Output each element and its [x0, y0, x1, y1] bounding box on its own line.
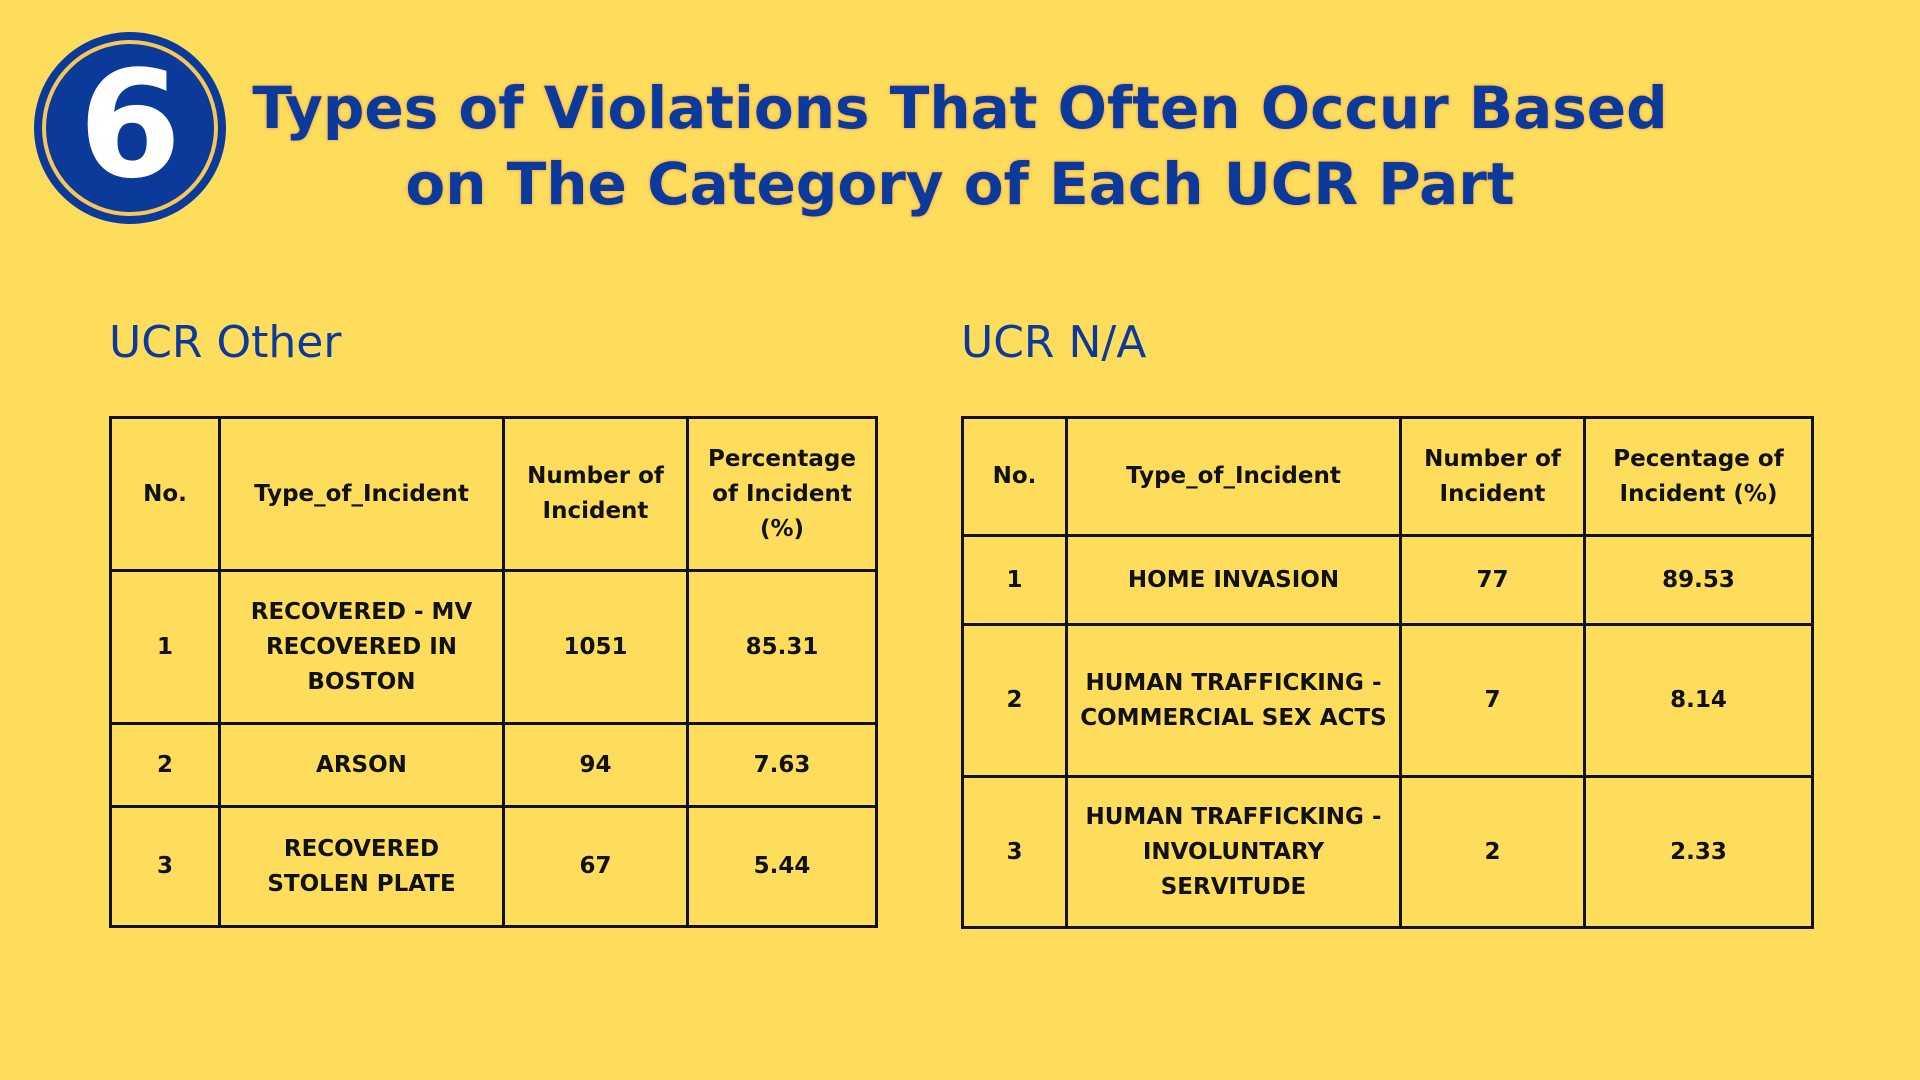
column-header-no: No.: [109, 416, 221, 572]
cell-percent: 7.63: [686, 722, 878, 808]
table-row: 3 HUMAN TRAFFICKING - INVOLUNTARY SERVIT…: [961, 775, 1814, 929]
column-header-count: Number of Incident: [502, 416, 689, 572]
cell-no: 1: [961, 534, 1068, 626]
column-header-type: Type_of_Incident: [1065, 416, 1402, 537]
cell-percent: 89.53: [1583, 534, 1814, 626]
column-header-count: Number of Incident: [1399, 416, 1586, 537]
cell-type: HUMAN TRAFFICKING - COMMERCIAL SEX ACTS: [1065, 623, 1402, 778]
step-number-badge: 6: [34, 32, 226, 224]
cell-no: 3: [961, 775, 1068, 929]
page-title: Types of Violations That Often Occur Bas…: [240, 70, 1680, 222]
ucr-na-table: No. Type_of_Incident Number of Incident …: [961, 416, 1814, 929]
cell-count: 2: [1399, 775, 1586, 929]
cell-percent: 85.31: [686, 569, 878, 725]
cell-type: HOME INVASION: [1065, 534, 1402, 626]
cell-count: 1051: [502, 569, 689, 725]
column-header-percent: Pecentage of Incident (%): [1583, 416, 1814, 537]
cell-type: RECOVERED STOLEN PLATE: [218, 805, 505, 928]
ucr-other-table: No. Type_of_Incident Number of Incident …: [109, 416, 878, 928]
cell-count: 7: [1399, 623, 1586, 778]
title-line-2: on The Category of Each UCR Part: [405, 150, 1515, 218]
column-header-no: No.: [961, 416, 1068, 537]
cell-type: HUMAN TRAFFICKING - INVOLUNTARY SERVITUD…: [1065, 775, 1402, 929]
section-heading-ucr-na: UCR N/A: [961, 317, 1147, 368]
section-heading-ucr-other: UCR Other: [109, 317, 342, 368]
table-header-row: No. Type_of_Incident Number of Incident …: [961, 416, 1814, 537]
table-header-row: No. Type_of_Incident Number of Incident …: [109, 416, 878, 572]
cell-no: 1: [109, 569, 221, 725]
table-row: 3 RECOVERED STOLEN PLATE 67 5.44: [109, 805, 878, 928]
cell-type: RECOVERED - MV RECOVERED IN BOSTON: [218, 569, 505, 725]
table-row: 1 RECOVERED - MV RECOVERED IN BOSTON 105…: [109, 569, 878, 725]
cell-count: 77: [1399, 534, 1586, 626]
table-row: 2 ARSON 94 7.63: [109, 722, 878, 808]
column-header-percent: Percentage of Incident (%): [686, 416, 878, 572]
cell-percent: 5.44: [686, 805, 878, 928]
badge-ring: [42, 40, 218, 216]
cell-count: 67: [502, 805, 689, 928]
cell-no: 2: [961, 623, 1068, 778]
cell-no: 2: [109, 722, 221, 808]
cell-percent: 8.14: [1583, 623, 1814, 778]
column-header-type: Type_of_Incident: [218, 416, 505, 572]
table-row: 2 HUMAN TRAFFICKING - COMMERCIAL SEX ACT…: [961, 623, 1814, 778]
cell-no: 3: [109, 805, 221, 928]
badge-number: 6: [78, 39, 182, 211]
table-row: 1 HOME INVASION 77 89.53: [961, 534, 1814, 626]
title-line-1: Types of Violations That Often Occur Bas…: [252, 74, 1668, 142]
cell-type: ARSON: [218, 722, 505, 808]
cell-percent: 2.33: [1583, 775, 1814, 929]
cell-count: 94: [502, 722, 689, 808]
